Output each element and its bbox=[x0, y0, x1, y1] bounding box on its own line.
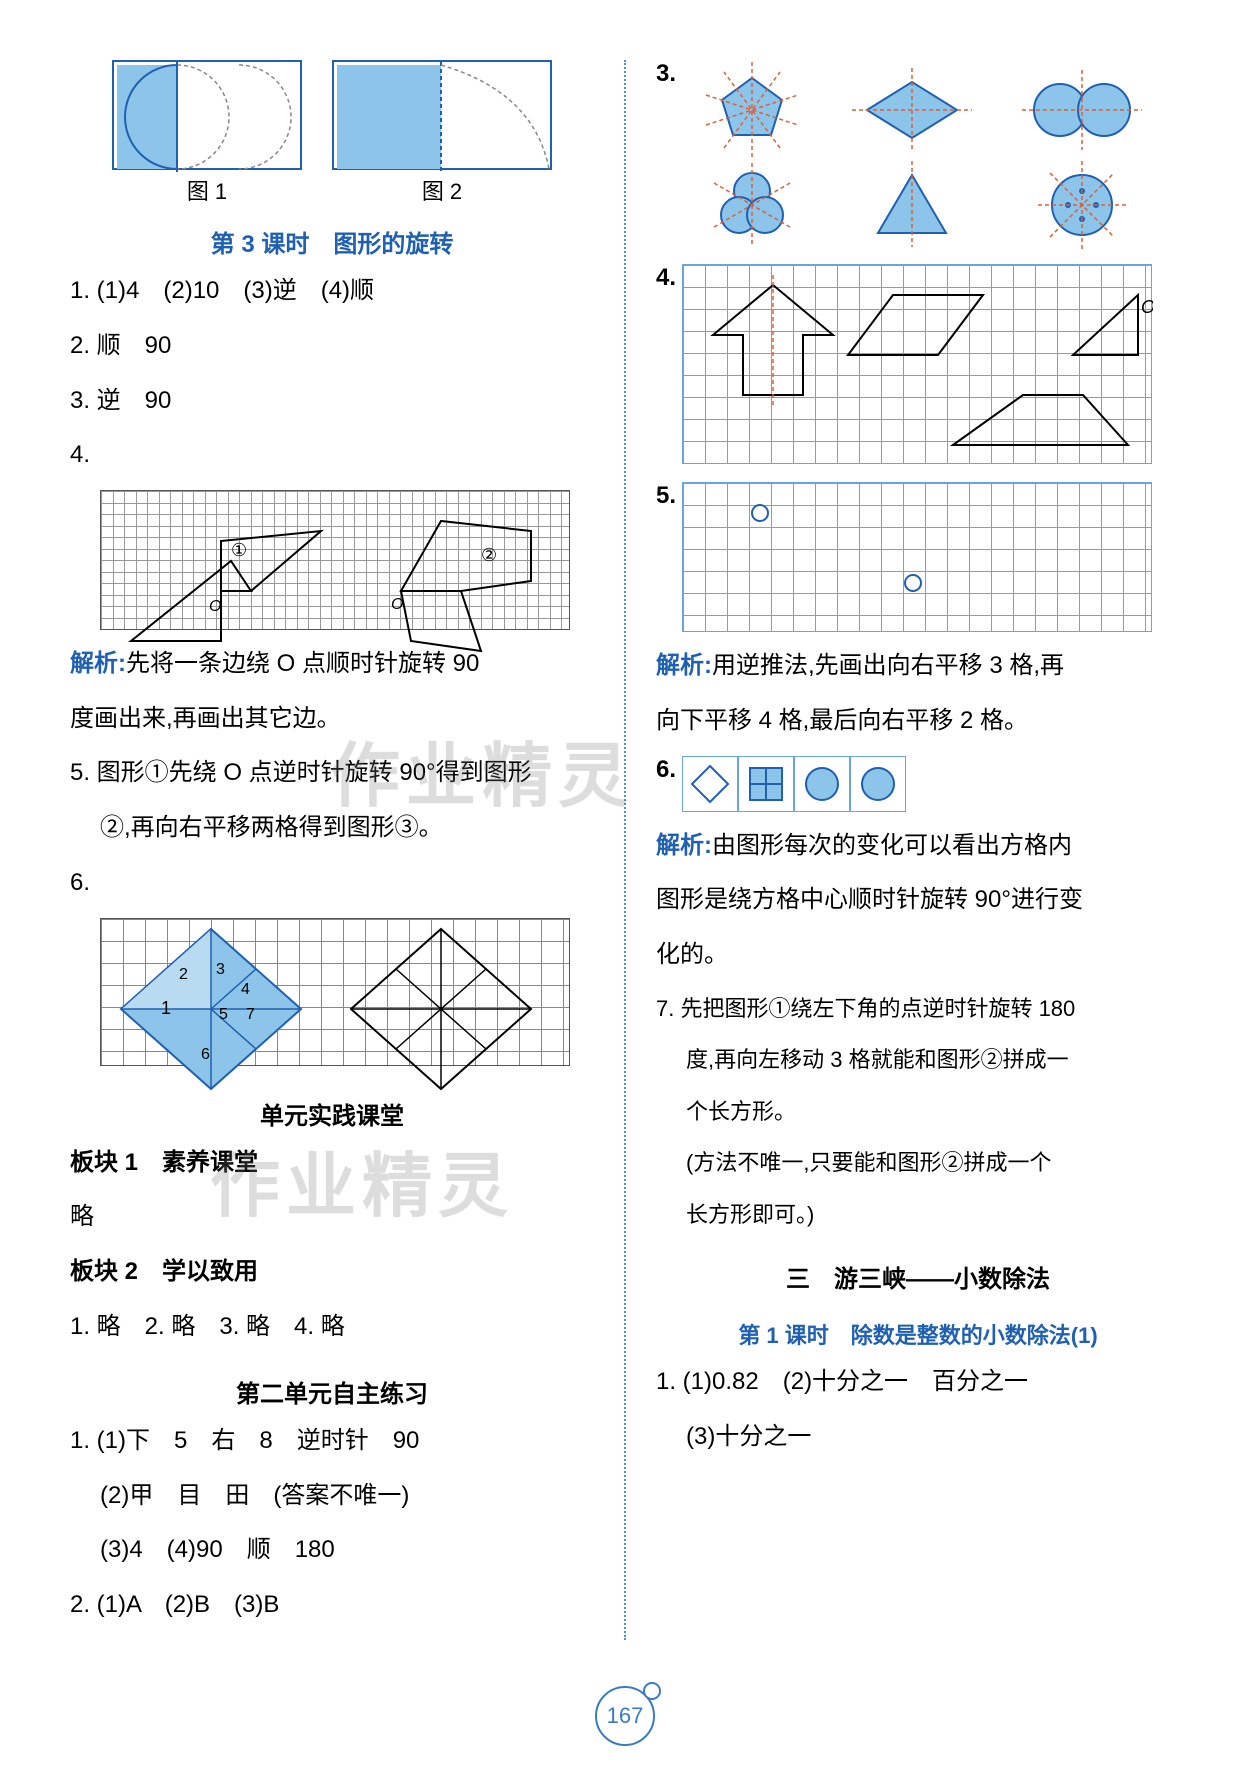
chapter3-title: 三 游三峡——小数除法 bbox=[656, 1259, 1180, 1294]
r-analysis6: 解析:由图形每次的变化可以看出方格内 bbox=[656, 826, 1180, 867]
svg-text:O: O bbox=[1141, 297, 1153, 317]
r-q6-cells bbox=[682, 756, 906, 812]
cell-2 bbox=[738, 756, 794, 812]
l-q6-label: 6. bbox=[70, 863, 594, 904]
figure-1-svg bbox=[114, 62, 304, 172]
svg-text:2: 2 bbox=[179, 966, 188, 983]
l-q6-grid: 1 3 4 5 7 6 2 bbox=[100, 918, 570, 1066]
svg-text:5: 5 bbox=[219, 1006, 228, 1023]
svg-text:7: 7 bbox=[246, 1006, 255, 1023]
block2-q1: 1. 略 2. 略 3. 略 4. 略 bbox=[70, 1307, 594, 1348]
l-q4-svg: ① O ② O bbox=[101, 491, 571, 661]
lesson-3-title: 第 3 课时 图形的旋转 bbox=[70, 224, 594, 259]
r-q3-label: 3. bbox=[656, 60, 676, 88]
r-q7c: 个长方形。 bbox=[656, 1093, 1180, 1130]
r-q5-svg bbox=[683, 483, 1153, 633]
right-column: 3. bbox=[656, 60, 1180, 1640]
svg-text:3: 3 bbox=[216, 961, 225, 978]
figure-1-wrap: 图 1 bbox=[112, 60, 302, 206]
u2-q1-2: (2)甲 目 田 (答案不唯一) bbox=[70, 1476, 594, 1517]
r-q5-label: 5. bbox=[656, 482, 676, 510]
l-q4-label: 4. bbox=[70, 435, 594, 476]
analysis5-label: 解析: bbox=[656, 652, 712, 679]
r-analysis6b: 图形是绕方格中心顺时针旋转 90°进行变 bbox=[656, 880, 1180, 921]
c3-q1a: 1. (1)0.82 (2)十分之一 百分之一 bbox=[656, 1362, 1180, 1403]
r-q4-label: 4. bbox=[656, 264, 676, 292]
r-q7b: 度,再向左移动 3 格就能和图形②拼成一 bbox=[656, 1041, 1180, 1078]
block2-label: 板块 2 学以致用 bbox=[70, 1252, 594, 1293]
cell-4 bbox=[850, 756, 906, 812]
l-q5b: ②,再向右平移两格得到图形③。 bbox=[70, 808, 594, 849]
l-q3: 3. 逆 90 bbox=[70, 381, 594, 422]
r-q6-label: 6. bbox=[656, 756, 676, 784]
unit2-title: 第二单元自主练习 bbox=[70, 1374, 594, 1409]
r-analysis5a: 用逆推法,先画出向右平移 3 格,再 bbox=[712, 652, 1064, 679]
figure-2-label: 图 2 bbox=[332, 174, 552, 206]
r-q7a: 7. 先把图形①绕左下角的点逆时针旋转 180 bbox=[656, 990, 1180, 1027]
column-divider bbox=[624, 60, 626, 1640]
u2-q2: 2. (1)A (2)B (3)B bbox=[70, 1585, 594, 1626]
l-q1: 1. (1)4 (2)10 (3)逆 (4)顺 bbox=[70, 271, 594, 312]
c3-q1b: (3)十分之一 bbox=[656, 1417, 1180, 1458]
svg-text:1: 1 bbox=[161, 998, 171, 1018]
l-analysis-4b: 度画出来,再画出其它边。 bbox=[70, 699, 594, 740]
top-figure-row: 图 1 图 2 bbox=[70, 60, 594, 206]
block1-ans: 略 bbox=[70, 1197, 594, 1238]
r-q7d: (方法不唯一,只要能和图形②拼成一个 bbox=[656, 1144, 1180, 1181]
unit-practice-title: 单元实践课堂 bbox=[70, 1096, 594, 1131]
l-q2: 2. 顺 90 bbox=[70, 326, 594, 367]
u2-q1-1: 1. (1)下 5 右 8 逆时针 90 bbox=[70, 1421, 594, 1462]
r-q4-grid: O bbox=[682, 264, 1152, 464]
page-number-wrap: 167 bbox=[595, 1686, 655, 1746]
svg-text:②: ② bbox=[481, 545, 497, 565]
block1-label: 板块 1 素养课堂 bbox=[70, 1143, 594, 1184]
r-q3-svg bbox=[682, 60, 1162, 250]
figure-1-label: 图 1 bbox=[112, 174, 302, 206]
u2-q1-3: (3)4 (4)90 顺 180 bbox=[70, 1530, 594, 1571]
analysis6-label: 解析: bbox=[656, 832, 712, 859]
lesson1-title: 第 1 课时 除数是整数的小数除法(1) bbox=[656, 1318, 1180, 1350]
l-q6-svg: 1 3 4 5 7 6 2 bbox=[101, 919, 571, 1099]
figure-2-svg bbox=[334, 62, 554, 172]
r-analysis5: 解析:用逆推法,先画出向右平移 3 格,再 bbox=[656, 646, 1180, 687]
r-analysis5b: 向下平移 4 格,最后向右平移 2 格。 bbox=[656, 701, 1180, 742]
svg-text:①: ① bbox=[231, 540, 247, 560]
left-column: 图 1 图 2 第 3 课时 图形的旋转 1. (1)4 (2)10 (3)逆 … bbox=[70, 60, 594, 1640]
svg-text:O: O bbox=[391, 596, 403, 613]
l-q4-grid: ① O ② O bbox=[100, 490, 570, 630]
r-q7e: 长方形即可。) bbox=[656, 1196, 1180, 1233]
page-number: 167 bbox=[595, 1686, 655, 1746]
l-q5a: 5. 图形①先绕 O 点逆时针旋转 90°得到图形 bbox=[70, 753, 594, 794]
r-analysis6a: 由图形每次的变化可以看出方格内 bbox=[712, 832, 1072, 859]
figure-2-wrap: 图 2 bbox=[332, 60, 552, 206]
r-q5-grid bbox=[682, 482, 1152, 632]
r-analysis6c: 化的。 bbox=[656, 935, 1180, 976]
cell-1 bbox=[682, 756, 738, 812]
r-q4-svg: O bbox=[683, 265, 1153, 465]
svg-text:6: 6 bbox=[201, 1046, 210, 1063]
svg-text:4: 4 bbox=[241, 981, 250, 998]
cell-3 bbox=[794, 756, 850, 812]
svg-text:O: O bbox=[209, 598, 221, 615]
